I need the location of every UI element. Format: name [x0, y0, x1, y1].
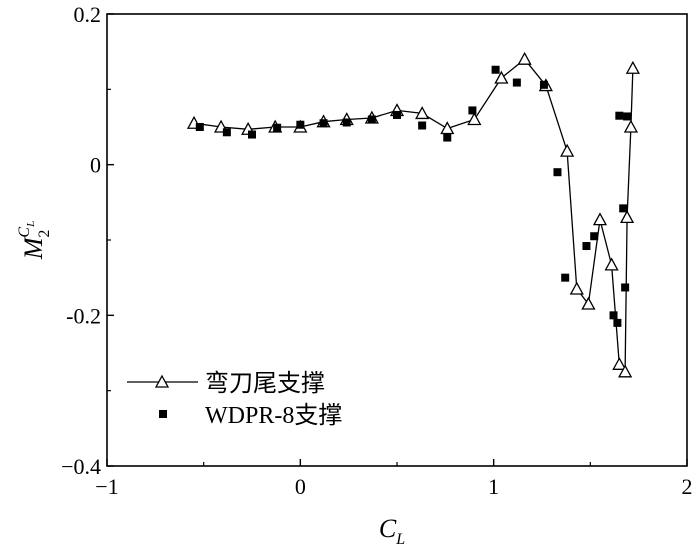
data-point-square: [273, 123, 282, 132]
data-point-triangle: [517, 51, 532, 65]
y-tick-label: 0.2: [74, 2, 102, 27]
data-point-square: [319, 119, 328, 128]
y-tick-label: −0.4: [61, 454, 101, 479]
data-point-square: [613, 318, 622, 327]
series-1: [186, 51, 640, 378]
data-point-square: [623, 112, 632, 121]
data-point-triangle: [581, 296, 596, 310]
data-point-square: [418, 121, 427, 130]
x-tick-label: −1: [95, 474, 118, 499]
data-point-square: [615, 111, 624, 120]
y-axis-label-main: M: [19, 236, 48, 260]
data-point-triangle: [415, 106, 430, 120]
x-axis-label: CL: [379, 514, 405, 548]
series-line: [193, 58, 634, 374]
y-axis-label: M2CL: [16, 221, 53, 260]
legend-label-2: WDPR-8支撑: [205, 402, 342, 429]
data-point-square: [491, 65, 500, 74]
legend-label-1: 弯刀尾支撑: [205, 370, 325, 397]
x-tick-label: 2: [682, 474, 693, 499]
data-point-square: [342, 118, 351, 127]
legend-item-1: 弯刀尾支撑: [127, 370, 325, 397]
x-tick-label: 1: [488, 474, 499, 499]
data-point-square: [561, 273, 570, 282]
x-axis-label-main: C: [379, 514, 397, 543]
data-point-triangle: [623, 119, 639, 133]
plot-frame: [106, 13, 688, 467]
y-axis-label-sup-sub: L: [25, 221, 37, 228]
data-point-square: [609, 311, 618, 320]
legend-item-2: WDPR-8支撑: [159, 402, 342, 429]
data-point-square: [195, 123, 204, 131]
x-tick-label: 0: [295, 474, 306, 499]
data-point-triangle: [604, 257, 619, 271]
data-point-square: [512, 78, 521, 87]
data-point-square: [367, 115, 376, 124]
data-point-square: [590, 232, 599, 241]
data-point-square: [582, 242, 591, 251]
data-point-square: [296, 120, 305, 129]
data-point-triangle: [494, 70, 509, 84]
data-point-triangle: [569, 281, 584, 295]
legend-square-icon: [159, 410, 167, 418]
data-point-triangle: [440, 121, 455, 135]
data-point-triangle: [625, 60, 640, 74]
y-axis-label-sub: 2: [36, 230, 53, 238]
legend-triangle-icon: [154, 374, 170, 388]
data-point-square: [393, 110, 401, 119]
data-point-square: [553, 168, 562, 177]
data-point-triangle: [467, 112, 482, 126]
series-2: [195, 65, 632, 327]
x-axis-label-sub: L: [395, 531, 405, 548]
data-point-triangle: [612, 356, 627, 370]
y-axis: 0.2 0 -0.2 −0.4: [61, 2, 114, 479]
data-point-triangle: [592, 212, 608, 226]
data-point-square: [443, 133, 452, 142]
data-point-triangle: [619, 210, 635, 224]
data-point-square: [621, 283, 630, 292]
y-tick-label: 0: [90, 153, 101, 178]
data-point-square: [619, 204, 628, 213]
y-axis-label-sup: C: [16, 227, 33, 238]
y-tick-label: -0.2: [66, 303, 101, 328]
data-point-square: [222, 128, 231, 137]
data-point-square: [248, 130, 256, 139]
data-point-triangle: [560, 143, 575, 157]
data-point-triangle: [618, 364, 633, 378]
data-point-square: [539, 80, 548, 89]
x-axis: −1 0 1 2: [95, 459, 693, 499]
legend: 弯刀尾支撑 WDPR-8支撑: [127, 370, 342, 429]
series-layer: [186, 51, 640, 378]
data-point-square: [468, 106, 477, 115]
